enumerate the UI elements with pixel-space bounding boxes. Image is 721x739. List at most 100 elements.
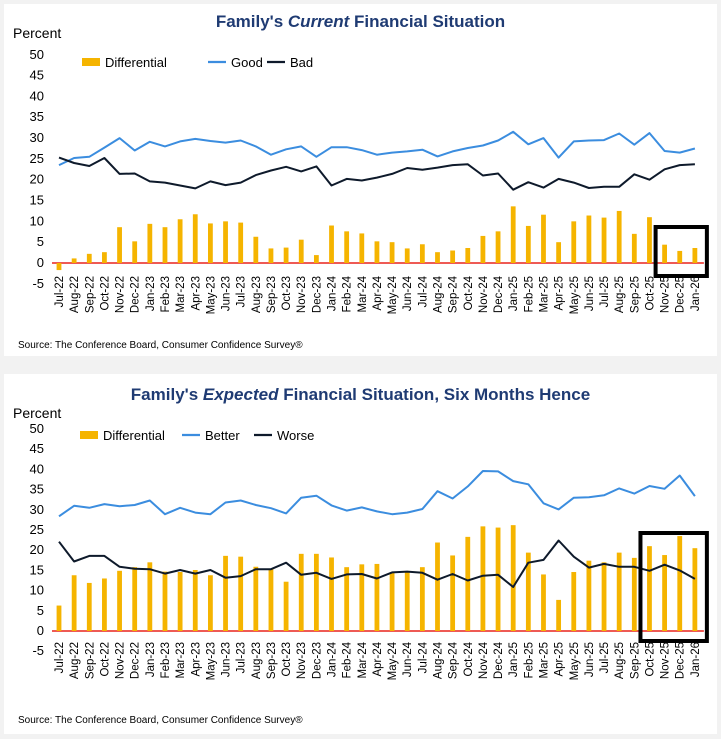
- differential-bar: [495, 527, 501, 631]
- differential-bar: [450, 250, 456, 263]
- differential-bar: [435, 252, 440, 263]
- better-series-line: [58, 470, 696, 518]
- y-tick-label: 0: [37, 623, 44, 638]
- differential-bar: [525, 552, 531, 631]
- x-tick-label: Aug-23: [251, 642, 263, 679]
- differential-bar: [102, 578, 107, 631]
- y-tick-label: 35: [30, 109, 44, 124]
- x-tick-label: Apr-24: [372, 275, 384, 310]
- x-tick-label: Jun-25: [584, 276, 596, 311]
- x-tick-label: Sep-25: [629, 642, 641, 679]
- x-tick-label: Jun-24: [402, 275, 414, 311]
- x-tick-label: Jun-25: [584, 642, 596, 677]
- x-tick-label: Jun-23: [221, 642, 233, 677]
- x-tick-label: Apr-25: [554, 276, 566, 311]
- y-tick-label: 50: [30, 47, 44, 62]
- x-tick-label: Nov-24: [478, 641, 490, 679]
- y-tick-label: 0: [37, 255, 44, 270]
- differential-bar: [510, 525, 516, 631]
- differential-bar: [480, 526, 486, 631]
- differential-bar: [238, 222, 244, 263]
- differential-bar: [692, 548, 698, 631]
- differential-bar: [571, 221, 577, 263]
- differential-bar: [313, 553, 319, 631]
- x-tick-label: Aug-22: [69, 642, 81, 679]
- x-tick-label: Jul-23: [236, 642, 248, 673]
- differential-bar: [404, 248, 410, 263]
- y-tick-label: 35: [30, 482, 44, 497]
- x-tick-label: Dec-23: [311, 276, 323, 313]
- differential-bar: [419, 244, 425, 263]
- x-tick-label: Feb-25: [523, 642, 535, 678]
- worse-series-line: [58, 539, 696, 588]
- x-tick-label: Dec-25: [675, 642, 687, 679]
- differential-bar: [359, 564, 365, 631]
- x-tick-label: Oct-22: [99, 276, 111, 311]
- y-tick-label: 20: [30, 172, 44, 187]
- chart-title: Family's Current Financial Situation: [4, 12, 717, 32]
- legend-label-bad: Bad: [290, 55, 313, 70]
- x-tick-label: Jan-23: [145, 276, 157, 311]
- differential-bar: [647, 217, 652, 263]
- differential-bar: [117, 227, 122, 263]
- differential-bar: [419, 567, 425, 631]
- x-tick-label: Sep-23: [266, 276, 278, 313]
- y-tick-label: 15: [30, 562, 44, 577]
- x-tick-label: Jan-26: [690, 276, 702, 311]
- differential-bar: [238, 556, 244, 631]
- differential-bar: [556, 242, 562, 263]
- x-tick-label: Nov-25: [660, 642, 672, 679]
- differential-bar: [525, 225, 531, 263]
- y-tick-label: 25: [30, 522, 44, 537]
- x-tick-label: Jul-22: [54, 642, 66, 673]
- x-tick-label: Mar-23: [175, 276, 187, 312]
- differential-bar: [192, 214, 198, 263]
- differential-bar: [616, 210, 622, 263]
- y-tick-label: 10: [30, 583, 44, 598]
- differential-bar: [268, 568, 274, 631]
- differential-bar: [329, 225, 334, 263]
- legend-label-better: Better: [205, 428, 240, 443]
- differential-bar: [465, 536, 471, 631]
- differential-bar: [283, 247, 289, 263]
- x-tick-label: Dec-22: [130, 642, 142, 679]
- differential-bar: [56, 263, 62, 271]
- legend-label-differential: Differential: [103, 428, 165, 443]
- x-tick-label: Sep-22: [84, 642, 96, 679]
- x-tick-label: Oct-23: [281, 642, 293, 677]
- y-tick-label: -5: [32, 643, 44, 658]
- x-tick-label: Jul-22: [54, 276, 66, 307]
- y-tick-label: 30: [30, 502, 44, 517]
- differential-bar: [389, 572, 395, 631]
- y-tick-label: 45: [30, 441, 44, 456]
- differential-bar: [601, 562, 607, 631]
- x-tick-label: Sep-24: [448, 641, 460, 679]
- differential-bar: [465, 248, 471, 263]
- x-tick-label: Jan-24: [327, 275, 339, 311]
- y-tick-label: 50: [30, 421, 44, 436]
- x-tick-label: Oct-25: [644, 276, 656, 311]
- good-series-line: [58, 130, 696, 167]
- x-tick-label: Nov-25: [660, 276, 672, 313]
- x-tick-label: Apr-23: [190, 276, 202, 311]
- differential-bar: [177, 219, 183, 263]
- differential-bar: [480, 235, 486, 263]
- differential-bar: [147, 223, 153, 263]
- x-tick-label: Oct-22: [99, 642, 111, 677]
- differential-bar: [631, 233, 637, 263]
- x-tick-label: Oct-24: [463, 275, 475, 310]
- x-tick-label: Dec-24: [493, 641, 505, 679]
- bad-series-line: [58, 156, 695, 191]
- differential-bar: [662, 244, 667, 263]
- differential-bar: [298, 239, 304, 263]
- x-tick-label: Jun-23: [221, 276, 233, 311]
- legend-swatch-differential: [80, 431, 98, 439]
- differential-bar: [208, 575, 213, 631]
- differential-bar: [177, 572, 183, 631]
- differential-bar: [147, 562, 153, 631]
- differential-bar: [435, 542, 440, 631]
- x-tick-label: May-24: [387, 275, 399, 314]
- x-tick-label: Aug-22: [69, 276, 81, 313]
- x-tick-label: Jan-23: [145, 642, 157, 677]
- differential-bar: [601, 217, 607, 263]
